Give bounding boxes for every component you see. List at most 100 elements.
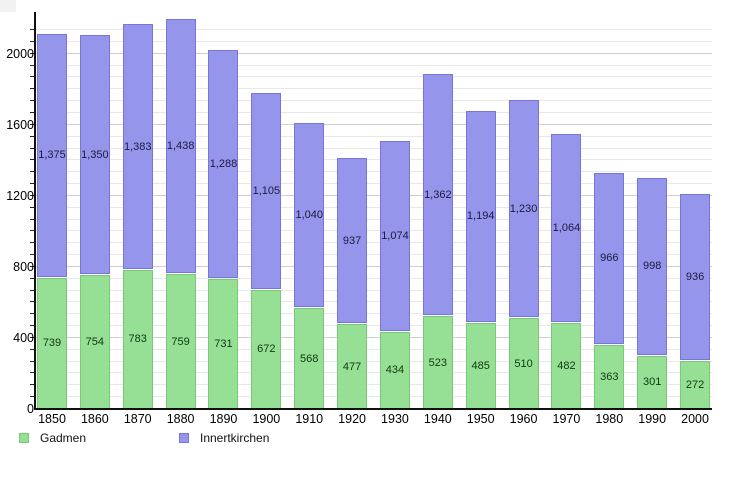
y-axis-tick [30,230,34,232]
gridline [35,100,712,102]
bar-value-label: 510 [514,357,533,370]
x-axis-label: 1950 [466,412,495,426]
legend-item-gadmen: Gadmen [19,430,86,446]
bar-value-label: 477 [342,360,362,373]
y-axis-tick [30,254,34,256]
bar-segment-gadmen-1990: 301 [637,355,668,409]
bar-value-label: 1,230 [509,202,538,215]
gridline [35,289,712,291]
x-axis-label: 1970 [552,412,581,426]
bar-segment-gadmen-2000: 272 [680,360,711,409]
gridline [35,242,712,244]
innertkirchen-swatch [179,433,189,443]
y-axis-tick [30,277,34,279]
y-axis-tick [30,265,34,267]
bar-value-label: 672 [257,343,276,356]
y-axis-label: 0 [27,402,34,416]
bar-value-label: 754 [85,336,105,349]
bar-segment-gadmen-1930: 434 [379,331,410,409]
bar-value-label: 523 [428,356,447,369]
bar-value-label: 568 [300,352,319,365]
x-axis-label: 1980 [595,412,624,426]
gridline [35,52,712,54]
bar-value-label: 1,375 [38,149,66,162]
bar-segment-innertkirchen-1860: 1,350 [79,35,110,275]
bar-segment-innertkirchen-1850: 1,375 [37,33,67,277]
x-axis-label: 1900 [252,412,281,426]
gridline [35,384,712,386]
y-axis-tick [30,100,34,102]
x-axis-label: 1880 [166,412,195,426]
bar-value-label: 936 [685,271,705,284]
gridline [35,135,712,137]
bar-segment-innertkirchen-1890: 1,288 [208,50,239,279]
bar-segment-innertkirchen-1960: 1,230 [508,100,539,318]
y-axis-tick [30,40,34,42]
bar-segment-gadmen-1970: 482 [551,323,582,409]
gridline [35,88,712,90]
bar-value-label: 434 [385,364,405,377]
y-axis-label: 800 [13,259,34,274]
y-axis-tick [30,206,34,208]
bar-value-label: 482 [557,360,576,373]
legend-item-innertkirchen: Innertkirchen [179,430,269,446]
gridline [35,40,712,42]
bar-segment-gadmen-1980: 363 [594,344,625,409]
x-axis-label: 1850 [38,412,66,426]
corner-artifact [0,0,16,12]
bar-value-label: 1,074 [381,230,409,243]
gridline [35,206,712,208]
y-axis-tick [30,52,34,54]
gridline [35,301,712,303]
legend-label-gadmen: Gadmen [40,431,87,445]
bar-value-label: 759 [171,335,190,348]
y-axis-tick [30,64,34,66]
x-axis-line [34,408,712,410]
x-axis-label: 1940 [423,412,452,426]
bar-segment-innertkirchen-1970: 1,064 [551,134,582,323]
y-axis-tick [30,123,34,125]
y-axis-label: 400 [13,330,34,345]
y-axis-tick [30,135,34,137]
bar-value-label: 731 [214,338,233,351]
y-axis-tick [30,301,34,303]
y-axis-tick [30,348,34,350]
gridline [35,336,712,338]
y-axis-tick [30,159,34,161]
bar-segment-innertkirchen-1930: 1,074 [379,141,410,331]
bar-segment-innertkirchen-1880: 1,438 [165,18,196,274]
x-axis-label: 1930 [381,412,409,426]
y-axis-tick [30,112,34,113]
bar-segment-gadmen-1960: 510 [508,318,539,409]
gridline [35,147,712,149]
bar-value-label: 1,383 [123,140,152,153]
y-axis-line [34,12,36,410]
bar-value-label: 363 [600,370,619,383]
bar-segment-gadmen-1880: 759 [165,274,196,409]
bar-segment-gadmen-1910: 568 [294,308,325,409]
y-axis-tick [30,242,34,244]
gridline [35,183,712,185]
x-axis-label: 1860 [80,412,109,426]
bar-value-label: 1,194 [466,210,495,223]
gridline [35,112,712,113]
y-axis-tick [30,360,34,362]
bar-segment-innertkirchen-1910: 1,040 [294,123,325,308]
bar-value-label: 1,064 [552,222,581,235]
gridline [35,218,712,220]
bar-segment-gadmen-1860: 754 [79,275,110,409]
bar-value-label: 739 [42,337,62,350]
bar-segment-gadmen-1950: 485 [465,322,496,409]
y-axis-tick [30,29,34,31]
bar-segment-innertkirchen-1920: 937 [337,157,368,324]
x-axis-label: 1910 [295,412,324,426]
y-axis-tick [30,336,34,338]
y-axis-label: 1600 [6,117,34,132]
plot-area: 739 1,375 754 1,350 783 1,383 759 1,438 731 1,288… [30,10,712,409]
gridline [35,325,712,327]
y-axis-tick [30,313,34,315]
gridline [35,313,712,315]
bar-value-label: 1,362 [424,188,452,201]
bar-value-label: 301 [642,376,662,389]
